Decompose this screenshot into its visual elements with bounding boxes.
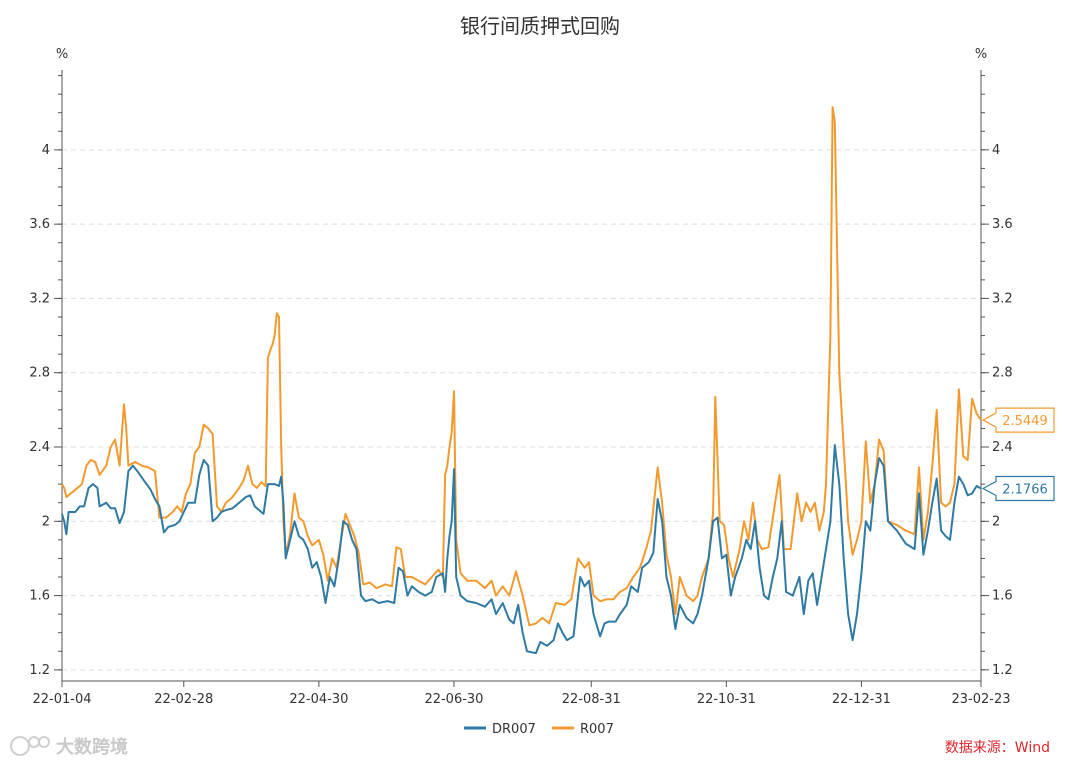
x-tick-label: 22-10-31 <box>697 692 756 707</box>
legend-label: DR007 <box>492 722 536 737</box>
x-axis-ticks: 22-01-04 22-02-28 22-04-30 22-06-30 22-08-31… <box>32 681 1011 707</box>
right-tick-label: 4 <box>992 143 1000 158</box>
left-y-axis-ticks: 1.2 1.6 2 2.4 2.8 3.2 3.6 4 <box>29 75 62 678</box>
left-tick-label: 3.2 <box>29 291 50 306</box>
x-tick-label: 22-12-31 <box>832 692 891 707</box>
x-tick-label: 23-02-23 <box>951 692 1010 707</box>
axes <box>61 70 982 682</box>
right-tick-label: 1.2 <box>992 663 1013 678</box>
right-tick-label: 1.6 <box>992 589 1013 604</box>
watermark: 大数跨境 <box>10 736 128 758</box>
x-tick-label: 22-06-30 <box>424 692 483 707</box>
right-tick-label: 2 <box>992 514 1000 529</box>
x-tick-label: 22-08-31 <box>562 692 621 707</box>
callout-value: 2.1766 <box>1002 482 1048 497</box>
source-note: 数据来源：Wind <box>945 740 1050 756</box>
legend: DR007 R007 <box>464 722 614 737</box>
right-tick-label: 3.6 <box>992 217 1013 232</box>
gridlines <box>62 149 981 671</box>
left-tick-label: 2 <box>42 514 50 529</box>
chart-title: 银行间质押式回购 <box>460 14 620 38</box>
right-tick-label: 2.8 <box>992 366 1013 381</box>
left-tick-label: 1.6 <box>29 589 50 604</box>
right-tick-label: 2.4 <box>992 440 1013 455</box>
left-axis-unit: % <box>56 47 68 62</box>
x-tick-label: 22-01-04 <box>32 692 91 707</box>
left-tick-label: 3.6 <box>29 217 50 232</box>
left-tick-label: 2.8 <box>29 366 50 381</box>
x-tick-label: 22-04-30 <box>289 692 348 707</box>
callout-box <box>981 475 1055 502</box>
right-tick-label: 3.2 <box>992 291 1013 306</box>
right-y-axis-ticks: 1.2 1.6 2 2.4 2.8 3.2 3.6 4 <box>981 75 1013 678</box>
callout-box <box>981 407 1055 433</box>
left-tick-label: 4 <box>42 143 50 158</box>
left-tick-label: 2.4 <box>29 440 50 455</box>
series-line-dr007 <box>61 444 982 655</box>
callout-value: 2.5449 <box>1002 414 1048 429</box>
watermark-logo-icon <box>10 736 50 756</box>
right-axis-unit: % <box>975 47 987 62</box>
left-tick-label: 1.2 <box>29 663 50 678</box>
series-lines <box>61 106 982 655</box>
legend-item-r007: R007 <box>552 722 614 737</box>
series-line-r007 <box>61 106 982 627</box>
x-tick-label: 22-02-28 <box>154 692 213 707</box>
callout-r007: 2.5449 <box>981 407 1055 433</box>
legend-label: R007 <box>580 722 614 737</box>
last-value-callouts: 2.1766 2.5449 <box>981 407 1055 502</box>
legend-item-dr007: DR007 <box>464 722 536 737</box>
callout-dr007: 2.1766 <box>981 475 1055 502</box>
watermark-text: 大数跨境 <box>56 736 128 758</box>
